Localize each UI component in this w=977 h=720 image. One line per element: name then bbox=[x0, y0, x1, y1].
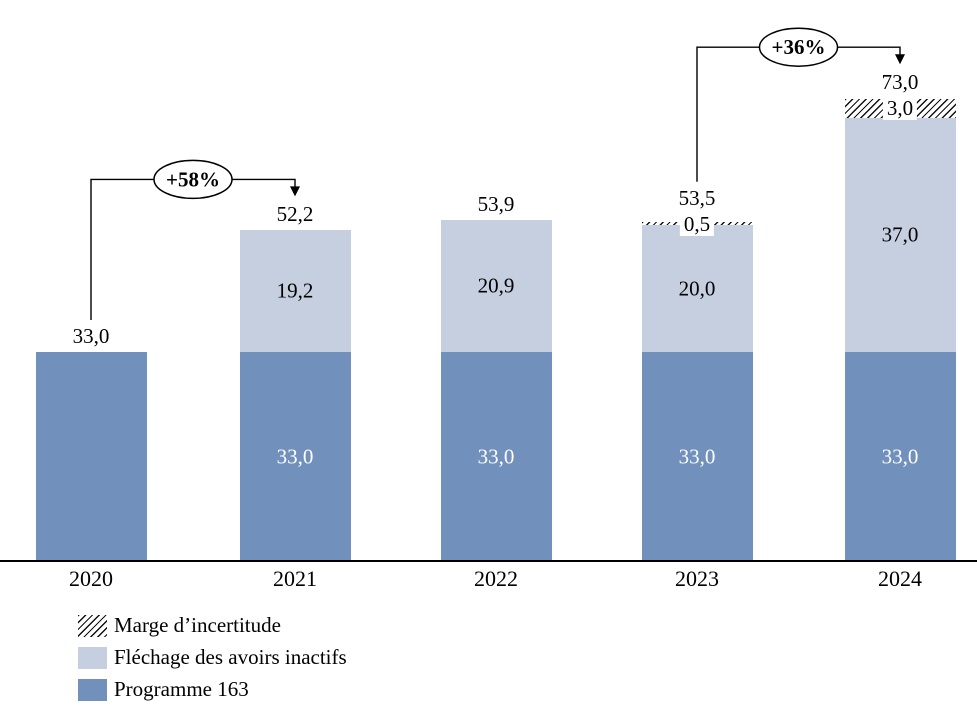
legend-label-marge: Marge d’incertitude bbox=[114, 613, 281, 637]
x-axis-label-2023: 2023 bbox=[675, 566, 719, 591]
bar-2021-value-label: 33,0 bbox=[276, 444, 314, 468]
legend-swatch-programme-icon bbox=[78, 678, 107, 701]
bar-2023-segment-0 bbox=[641, 352, 753, 561]
bar-2022-value-label: 33,0 bbox=[477, 444, 515, 468]
bar-2020-segment-0 bbox=[35, 352, 147, 561]
x-axis-label-2021: 2021 bbox=[273, 566, 317, 591]
bar-2020-total-label: 33,0 bbox=[72, 324, 110, 348]
legend-swatch-flechage-icon bbox=[78, 646, 107, 669]
legend-item-flechage: Fléchage des avoirs inactifs bbox=[78, 645, 347, 669]
bar-2024-value-label: 33,0 bbox=[881, 444, 919, 468]
bar-2023-value-label: 20,0 bbox=[678, 276, 716, 301]
bar-2023-marge-label: 0,5 bbox=[679, 211, 715, 236]
bar-2023-segment-1 bbox=[641, 225, 753, 352]
legend-item-programme: Programme 163 bbox=[78, 677, 347, 701]
bar-2021-value-label: 19,2 bbox=[276, 278, 314, 303]
bar-2024-segment-0 bbox=[844, 352, 956, 561]
x-axis-label-2022: 2022 bbox=[474, 566, 518, 591]
bar-2022-total-label: 53,9 bbox=[477, 191, 515, 216]
bar-2023-value-label: 33,0 bbox=[678, 444, 716, 468]
bar-2021-total-label: 52,2 bbox=[276, 202, 314, 227]
bar-2022-value-label: 20,9 bbox=[477, 273, 515, 298]
legend-item-marge: Marge d’incertitude bbox=[78, 613, 347, 637]
legend-label-programme: Programme 163 bbox=[114, 677, 249, 701]
legend: Marge d’incertitude Fléchage des avoirs … bbox=[78, 613, 347, 710]
bar-2024-total-label: 73,0 bbox=[881, 70, 919, 95]
bar-2023-total-label: 53,5 bbox=[678, 185, 716, 210]
bar-2024-marge-label: 3,0 bbox=[882, 96, 918, 121]
x-axis-label-2024: 2024 bbox=[878, 566, 922, 591]
bar-2024-value-label: 37,0 bbox=[881, 222, 919, 247]
bar-2021-segment-0 bbox=[239, 352, 351, 561]
legend-label-flechage: Fléchage des avoirs inactifs bbox=[114, 645, 347, 669]
x-axis-label-2020: 2020 bbox=[69, 566, 113, 591]
bar-2022-segment-0 bbox=[440, 352, 552, 561]
bar-2022-segment-1 bbox=[440, 219, 552, 352]
legend-swatch-hatch-icon bbox=[78, 614, 107, 637]
x-axis-line bbox=[0, 560, 977, 562]
